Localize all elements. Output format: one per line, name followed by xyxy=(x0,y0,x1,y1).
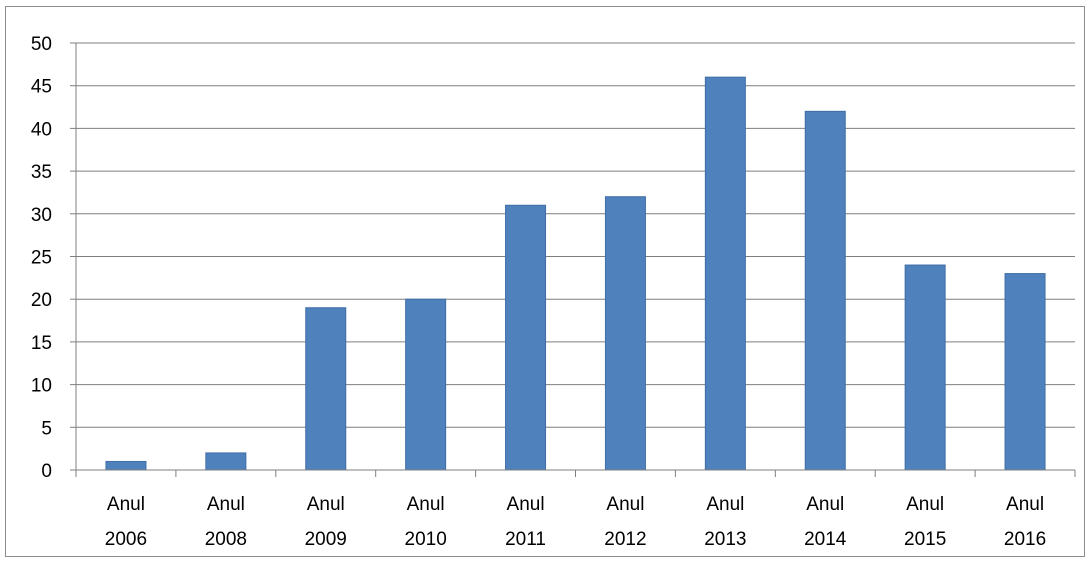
y-tick-label: 50 xyxy=(31,34,52,55)
bar xyxy=(704,76,746,471)
x-tick-label: Anul xyxy=(207,494,245,515)
bar xyxy=(505,204,547,471)
y-tick-label: 25 xyxy=(31,248,52,269)
x-tick-label: 2016 xyxy=(1004,529,1046,550)
bar xyxy=(305,307,347,471)
bar xyxy=(1004,273,1046,471)
y-tick-label: 10 xyxy=(31,376,52,397)
x-tick-label: Anul xyxy=(507,494,545,515)
x-tick-label: Anul xyxy=(107,494,145,515)
bar xyxy=(405,298,447,471)
x-tick-label: Anul xyxy=(606,494,644,515)
x-tick-label: 2006 xyxy=(105,529,147,550)
x-tick-label: Anul xyxy=(906,494,944,515)
x-tick-label: 2012 xyxy=(604,529,646,550)
x-tick-label: 2010 xyxy=(405,529,447,550)
x-tick-label: 2008 xyxy=(205,529,247,550)
bar xyxy=(105,460,147,471)
y-tick-label: 0 xyxy=(41,461,52,482)
x-tick-label: Anul xyxy=(307,494,345,515)
x-tick-label: 2014 xyxy=(804,529,847,550)
x-tick-label: Anul xyxy=(1006,494,1044,515)
x-tick-label: 2009 xyxy=(305,529,347,550)
y-tick-label: 20 xyxy=(31,290,52,311)
y-tick-label: 35 xyxy=(31,162,52,183)
x-tick-label: Anul xyxy=(806,494,844,515)
bar xyxy=(904,264,946,471)
x-tick-label: Anul xyxy=(706,494,744,515)
x-tick-label: 2013 xyxy=(704,529,746,550)
y-tick-label: 45 xyxy=(31,77,52,98)
bar xyxy=(804,110,846,471)
y-tick-label: 15 xyxy=(31,333,52,354)
y-tick-label: 5 xyxy=(41,418,52,439)
bar xyxy=(205,452,247,471)
x-tick-label: 2011 xyxy=(505,529,546,550)
x-tick-label: Anul xyxy=(407,494,445,515)
x-tick-label: 2015 xyxy=(904,529,946,550)
y-tick-label: 30 xyxy=(31,205,52,226)
y-tick-label: 40 xyxy=(31,119,52,140)
bar xyxy=(604,196,646,471)
